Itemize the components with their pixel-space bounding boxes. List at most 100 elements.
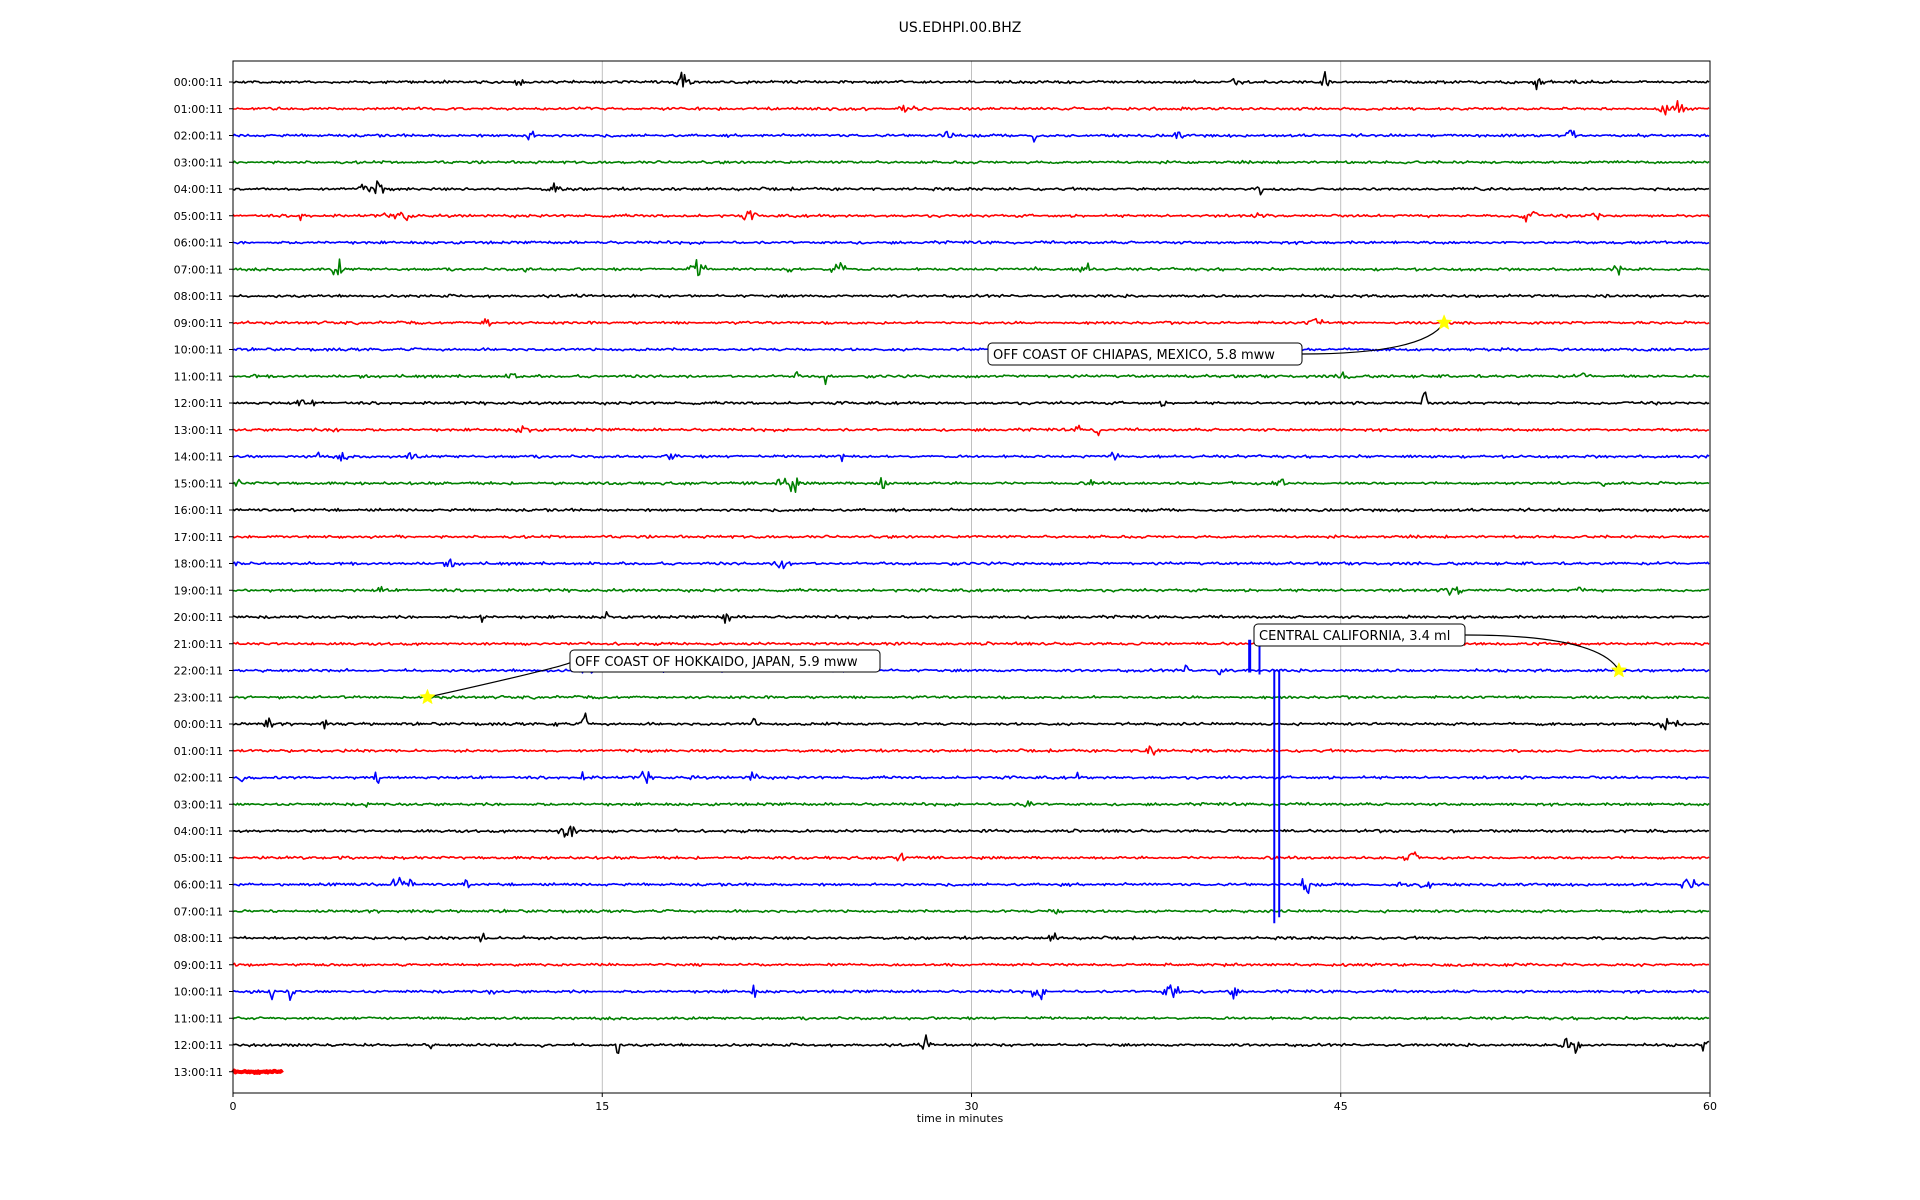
- y-tick-label: 12:00:11: [174, 397, 223, 410]
- seismic-trace: [232, 932, 1710, 943]
- y-tick-label: 02:00:11: [174, 772, 223, 785]
- y-tick-label: 18:00:11: [174, 558, 223, 571]
- seismic-trace: [232, 610, 1710, 624]
- seismic-trace: [232, 129, 1710, 143]
- seismic-trace: [231, 1068, 284, 1075]
- x-tick-label: 60: [1703, 1100, 1717, 1113]
- event-star-marker: [1435, 314, 1453, 330]
- seismic-trace: [232, 1015, 1710, 1021]
- x-tick-labels: 0 15 30 45 60: [230, 1093, 1717, 1113]
- y-tick-label: 07:00:11: [174, 905, 223, 918]
- seismic-trace: [232, 180, 1710, 196]
- seismic-trace: [232, 984, 1710, 1002]
- y-tick-label: 03:00:11: [174, 156, 223, 169]
- seismic-trace: [232, 1034, 1710, 1054]
- event-annotations: OFF COAST OF CHIAPAS, MEXICO, 5.8 mww CEN…: [419, 314, 1628, 705]
- seismic-traces: [231, 71, 1710, 1075]
- seismic-trace: [232, 712, 1710, 731]
- y-tick-label: 08:00:11: [174, 932, 223, 945]
- seismic-trace: [232, 391, 1710, 408]
- seismic-trace: [232, 558, 1710, 570]
- event-label: OFF COAST OF HOKKAIDO, JAPAN, 5.9 mww: [575, 655, 858, 670]
- x-tick-label: 30: [965, 1100, 979, 1113]
- x-tick-label: 15: [595, 1100, 609, 1113]
- seismic-trace: [232, 71, 1710, 91]
- y-tick-label: 23:00:11: [174, 691, 223, 704]
- seismic-trace: [232, 962, 1710, 968]
- y-tick-label: 08:00:11: [174, 290, 223, 303]
- x-tick-label: 45: [1334, 1100, 1348, 1113]
- event-star-marker: [1610, 661, 1628, 678]
- event-star-marker: [419, 688, 436, 705]
- y-tick-labels: 00:00:11 01:00:11 02:00:11 03:00:11 04:00:11…: [174, 76, 233, 1079]
- y-tick-label: 06:00:11: [174, 879, 223, 892]
- y-tick-label: 09:00:11: [174, 959, 223, 972]
- x-axis-label: time in minutes: [916, 1112, 1004, 1125]
- y-tick-label: 06:00:11: [174, 237, 223, 250]
- seismic-trace: [232, 159, 1710, 165]
- y-tick-label: 07:00:11: [174, 263, 223, 276]
- y-tick-label: 00:00:11: [174, 76, 223, 89]
- y-tick-label: 17:00:11: [174, 531, 223, 544]
- seismic-trace: [232, 770, 1710, 785]
- y-tick-label: 16:00:11: [174, 504, 223, 517]
- seismic-trace: [232, 825, 1710, 838]
- y-tick-label: 05:00:11: [174, 210, 223, 223]
- seismic-trace: [232, 745, 1710, 756]
- event-annotation: OFF COAST OF HOKKAIDO, JAPAN, 5.9 mww: [419, 649, 881, 705]
- seismic-trace: [233, 100, 1710, 116]
- seismic-trace: [232, 210, 1710, 223]
- seismic-trace: [232, 258, 1710, 277]
- seismic-trace: [232, 585, 1710, 596]
- chart-title: US.EDHPI.00.BHZ: [898, 20, 1022, 36]
- y-tick-label: 13:00:11: [174, 1066, 223, 1079]
- y-tick-label: 05:00:11: [174, 852, 223, 865]
- y-tick-label: 13:00:11: [174, 424, 223, 437]
- seismic-trace: [232, 346, 1710, 352]
- seismic-trace: [232, 641, 1710, 647]
- y-tick-label: 02:00:11: [174, 130, 223, 143]
- y-tick-label: 22:00:11: [174, 665, 223, 678]
- event-label: CENTRAL CALIFORNIA, 3.4 ml: [1259, 629, 1450, 644]
- y-tick-label: 14:00:11: [174, 451, 223, 464]
- x-tick-label: 0: [230, 1100, 237, 1113]
- y-tick-label: 00:00:11: [174, 718, 223, 731]
- y-tick-label: 21:00:11: [174, 638, 223, 651]
- y-tick-label: 01:00:11: [174, 745, 223, 758]
- y-tick-label: 09:00:11: [174, 317, 223, 330]
- seismic-trace: [232, 370, 1710, 386]
- y-tick-label: 03:00:11: [174, 798, 223, 811]
- y-tick-label: 04:00:11: [174, 825, 223, 838]
- seismic-trace: [232, 694, 1710, 700]
- seismic-trace: [232, 851, 1710, 862]
- seismic-trace: [232, 507, 1710, 513]
- seismic-trace: [232, 534, 1710, 540]
- seismic-trace: [232, 908, 1710, 915]
- seismic-trace: [232, 424, 1709, 437]
- y-tick-label: 01:00:11: [174, 103, 223, 116]
- event-annotation: CENTRAL CALIFORNIA, 3.4 ml: [1253, 623, 1628, 678]
- y-tick-label: 15:00:11: [174, 477, 223, 490]
- seismic-trace: [232, 800, 1710, 808]
- seismic-trace: [232, 317, 1710, 327]
- event-annotation: OFF COAST OF CHIAPAS, MEXICO, 5.8 mww: [987, 314, 1453, 366]
- seismic-trace: [232, 476, 1710, 494]
- y-tick-label: 12:00:11: [174, 1039, 223, 1052]
- seismic-trace: [232, 451, 1710, 463]
- plot-frame: [232, 60, 1711, 1094]
- y-tick-label: 20:00:11: [174, 611, 223, 624]
- y-tick-label: 11:00:11: [174, 1012, 223, 1025]
- seismic-trace: [232, 664, 1710, 676]
- y-tick-label: 10:00:11: [174, 986, 223, 999]
- large-event-spike: [1248, 639, 1281, 924]
- y-tick-label: 04:00:11: [174, 183, 223, 196]
- event-label: OFF COAST OF CHIAPAS, MEXICO, 5.8 mww: [993, 348, 1275, 363]
- seismic-trace: [232, 876, 1710, 895]
- y-tick-label: 19:00:11: [174, 584, 223, 597]
- seismic-trace: [232, 293, 1710, 299]
- y-tick-label: 11:00:11: [174, 370, 223, 383]
- seismic-trace: [232, 240, 1710, 246]
- grid-lines: [601, 61, 1342, 1093]
- y-tick-label: 10:00:11: [174, 344, 223, 357]
